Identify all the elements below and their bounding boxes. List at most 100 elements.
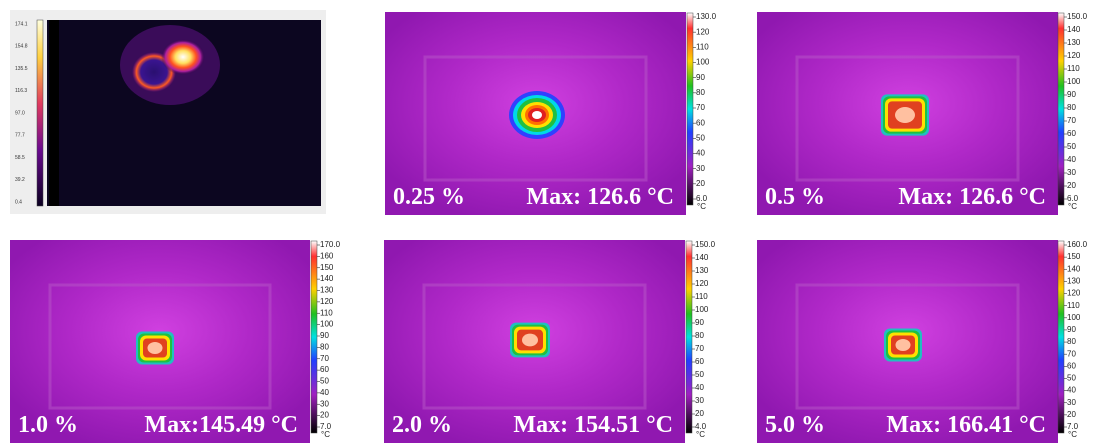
concentration-label: 0.25 % [393,184,465,210]
colorbar-unit: °C [697,202,706,211]
colorbar-tick-label: 100 [1067,77,1081,86]
colorbar-tick-label: 150.0 [1067,12,1088,21]
colorbar-tick-label: 60 [1067,361,1076,370]
colorbar-tick-label: 140 [1067,264,1081,273]
concentration-label: 2.0 % [392,412,452,438]
colorbar-tick-label: 174.1 [15,21,28,27]
colorbar-tick-label: 170.0 [320,240,341,249]
colorbar-tick-label: 40 [1067,386,1076,395]
colorbar-tick-label: 50 [320,377,329,386]
colorbar-tick-label: 90 [695,318,704,327]
colorbar-tick-label: 50 [1067,142,1076,151]
colorbar-tick-label: 110 [696,42,709,51]
colorbar-tick-label: 80 [695,331,704,340]
colorbar-tick-label: 140 [320,274,334,283]
colorbar-unit: °C [321,430,330,439]
colorbar [311,241,317,433]
hotspot-ring [532,111,542,119]
colorbar-tick-label: 80 [1067,103,1076,112]
concentration-label: 1.0 % [18,412,78,438]
colorbar-tick-label: 110 [1067,301,1080,310]
colorbar-tick-label: 110 [1067,64,1080,73]
colorbar-tick-label: 60 [320,365,329,374]
colorbar-tick-label: 140 [695,253,709,262]
colorbar-unit: °C [696,430,705,439]
colorbar-tick-label: 130.0 [696,12,717,21]
colorbar-tick-label: 30 [320,399,329,408]
colorbar-tick-label: 120 [1067,51,1081,60]
colorbar-tick-label: 90 [696,73,705,82]
colorbar-tick-label: 30 [1067,398,1076,407]
colorbar-unit: °C [1068,202,1077,211]
hotspot-center [522,334,538,347]
concentration-label: 5.0 % [765,412,825,438]
colorbar [1058,241,1064,433]
colorbar-tick-label: 60 [696,118,705,127]
colorbar-tick-label: 135.5 [15,66,28,72]
max-temperature-label: Max: 126.6 °C [526,184,674,210]
colorbar [1058,13,1064,205]
colorbar-tick-label: 40 [696,149,705,158]
colorbar-tick-label: 120 [320,297,334,306]
colorbar-tick-label: 160.0 [1067,240,1088,249]
colorbar-tick-label: 30 [696,164,705,173]
colorbar-tick-label: 40 [320,388,329,397]
colorbar-tick-label: 100 [696,58,710,67]
colorbar-tick-label: 120 [1067,289,1081,298]
colorbar-tick-label: 50 [696,133,705,142]
colorbar-tick-label: 50 [695,370,704,379]
hotspot-center [896,339,911,351]
colorbar [37,20,43,206]
colorbar-tick-label: 70 [1067,116,1076,125]
colorbar-tick-label: 130 [1067,38,1081,47]
colorbar-tick-label: 58.5 [15,155,25,161]
colorbar-tick-label: 150.0 [695,240,716,249]
figure: 174.1154.8135.5116.397.077.758.539.20.40… [0,0,1099,443]
max-temperature-label: Max: 126.6 °C [898,184,1046,210]
colorbar-tick-label: 160 [320,251,334,260]
colorbar-tick-label: 100 [1067,313,1081,322]
colorbar-tick-label: 90 [1067,325,1076,334]
colorbar-tick-label: 90 [320,331,329,340]
colorbar-tick-label: 0.4 [15,199,22,205]
colorbar-tick-label: 30 [695,396,704,405]
colorbar-tick-label: 77.7 [15,133,25,139]
concentration-label: 0.5 % [765,184,825,210]
colorbar-tick-label: 110 [695,292,708,301]
colorbar-tick-label: 20 [320,411,329,420]
colorbar-tick-label: 20 [696,179,705,188]
colorbar-tick-label: 110 [320,308,333,317]
colorbar [687,13,693,205]
colorbar-tick-label: 70 [1067,349,1076,358]
colorbar-tick-label: 130 [1067,277,1081,286]
colorbar-tick-label: 20 [1067,410,1076,419]
colorbar-tick-label: 20 [1067,181,1076,190]
colorbar-tick-label: 130 [695,266,709,275]
colorbar-tick-label: 70 [696,103,705,112]
hot-spot [161,39,205,75]
colorbar-tick-label: 150 [1067,252,1081,261]
colorbar-tick-label: 80 [320,342,329,351]
colorbar-unit: °C [1068,430,1077,439]
colorbar-tick-label: 30 [1067,168,1076,177]
max-temperature-label: Max:145.49 °C [144,412,298,438]
colorbar-tick-label: 100 [695,305,709,314]
colorbar-tick-label: 70 [695,344,704,353]
colorbar-tick-label: 130 [320,286,334,295]
colorbar-tick-label: 80 [696,88,705,97]
colorbar-tick-label: 50 [1067,374,1076,383]
colorbar-tick-label: 20 [695,409,704,418]
colorbar-tick-label: 120 [696,27,710,36]
colorbar-tick-label: 100 [320,320,334,329]
colorbar-tick-label: 80 [1067,337,1076,346]
colorbar-tick-label: 90 [1067,90,1076,99]
colorbar-tick-label: 120 [695,279,709,288]
colorbar-tick-label: 39.2 [15,177,25,183]
colorbar-tick-label: 40 [695,383,704,392]
hotspot-center [895,107,915,123]
colorbar-tick-label: 140 [1067,25,1081,34]
hotspot-center [148,342,163,354]
colorbar-tick-label: 70 [320,354,329,363]
colorbar-tick-label: 154.8 [15,44,28,50]
max-temperature-label: Max: 154.51 °C [513,412,673,438]
